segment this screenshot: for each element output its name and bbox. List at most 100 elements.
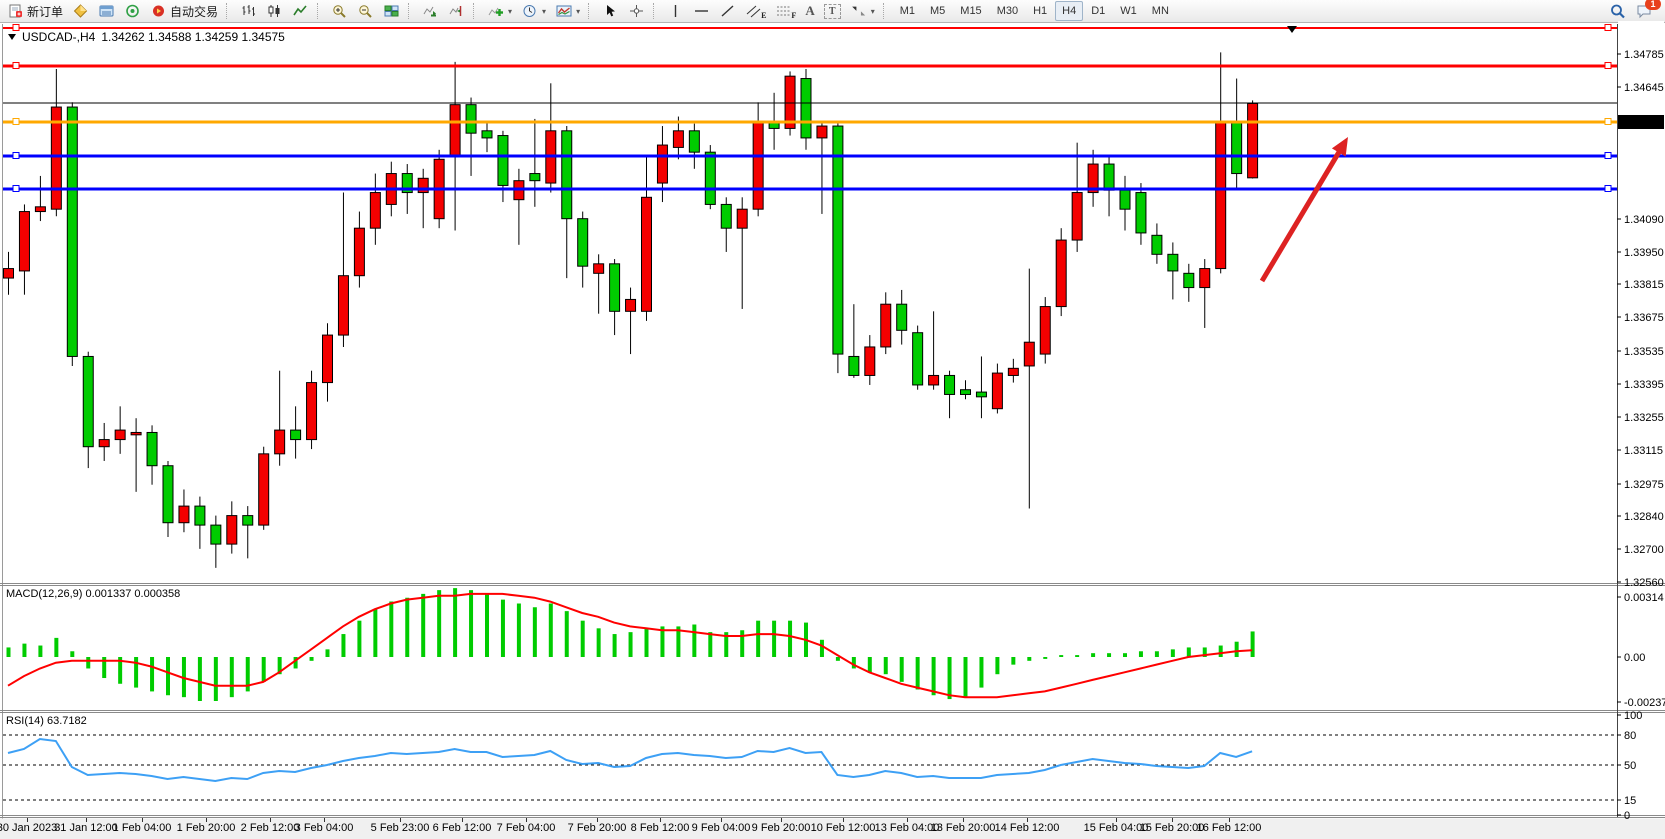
candle-down <box>848 355 860 376</box>
trend-arrow-object[interactable] <box>1259 137 1348 283</box>
auto-scroll-icon <box>422 3 439 19</box>
chart-shift-button[interactable] <box>444 1 469 21</box>
channel-tool-button[interactable]: E <box>741 1 770 21</box>
price-badge <box>1618 149 1664 163</box>
zoom-in-button[interactable] <box>327 1 352 21</box>
tile-windows-button[interactable] <box>379 1 404 21</box>
line-handle[interactable] <box>1604 118 1612 125</box>
line-handle[interactable] <box>1604 62 1612 69</box>
line-handle[interactable] <box>12 118 20 125</box>
candle-down <box>1151 234 1163 255</box>
candle-down <box>194 505 206 526</box>
price-badge <box>1618 21 1664 35</box>
periods-button[interactable] <box>517 1 550 21</box>
timeframe-m5-button[interactable]: M5 <box>923 1 952 21</box>
toolbar: 新订单 自动交易 <box>0 0 1665 23</box>
candlestick-chart-button[interactable] <box>262 1 287 21</box>
autotrading-button[interactable]: 自动交易 <box>146 1 222 21</box>
line-handle[interactable] <box>12 24 20 31</box>
line-handle[interactable] <box>12 152 20 159</box>
line-handle[interactable] <box>1604 152 1612 159</box>
hline-1.34354[interactable] <box>3 149 1664 163</box>
candle-up <box>1247 102 1259 179</box>
timeframe-m15-button[interactable]: M15 <box>953 1 988 21</box>
indicators-button[interactable] <box>483 1 516 21</box>
candlestick-chart-icon <box>266 3 283 19</box>
hline-1.34732[interactable] <box>3 59 1664 73</box>
line-handle[interactable] <box>1604 24 1612 31</box>
time-tick-label: 2 Feb 12:00 <box>241 822 300 834</box>
new-order-label: 新订单 <box>27 4 64 19</box>
rsi-scale-label: 15 <box>1624 795 1636 807</box>
search-button[interactable] <box>1605 1 1630 21</box>
price-badge-label: 1.34732 <box>1621 61 1663 73</box>
candle-up <box>353 227 365 277</box>
line-handle[interactable] <box>1604 185 1612 192</box>
price-tick-label: 1.32560 <box>1624 577 1664 589</box>
candle-up <box>3 268 14 279</box>
data-window-icon <box>98 3 115 19</box>
hline-1.34575[interactable] <box>3 96 1664 110</box>
price-tick-label: 1.33535 <box>1624 346 1664 358</box>
crosshair-button[interactable] <box>624 1 649 21</box>
hline-1.34497[interactable] <box>3 115 1664 129</box>
timeframe-w1-button[interactable]: W1 <box>1113 1 1144 21</box>
signals-button[interactable] <box>120 1 145 21</box>
hline-1.34892[interactable] <box>3 21 1664 35</box>
candle-up <box>1199 268 1211 289</box>
toolbar-separator <box>317 3 322 19</box>
text-tool-button[interactable]: A <box>801 1 818 21</box>
candle-up <box>656 144 668 184</box>
timeframe-d1-button[interactable]: D1 <box>1084 1 1112 21</box>
price-axis[interactable] <box>1617 53 1621 583</box>
timeframe-h4-button[interactable]: H4 <box>1055 1 1084 21</box>
fibonacci-tool-button[interactable]: F <box>771 1 800 21</box>
line-handle[interactable] <box>12 62 20 69</box>
timeframe-mn-button[interactable]: MN <box>1145 1 1176 21</box>
data-window-button[interactable] <box>94 1 119 21</box>
price-tick-label: 1.32975 <box>1624 479 1664 491</box>
price-tick-label: 1.33950 <box>1624 247 1664 259</box>
hline-1.34216[interactable] <box>3 182 1664 196</box>
candle-down <box>800 78 812 139</box>
candle-down <box>704 151 716 205</box>
cursor-button[interactable] <box>598 1 623 21</box>
time-tick-label: 3 Feb 04:00 <box>295 822 354 834</box>
vertical-line-tool-button[interactable] <box>663 1 688 21</box>
horizontal-line-tool-button[interactable] <box>689 1 714 21</box>
channel-icon <box>745 3 762 19</box>
arrows-tool-button[interactable] <box>846 1 879 21</box>
price-badge-label: 1.34497 <box>1621 117 1663 129</box>
macd-scale-label: -0.002376 <box>1624 697 1665 709</box>
new-order-button[interactable]: 新订单 <box>3 1 67 21</box>
zoom-out-icon <box>357 3 374 19</box>
chat-button[interactable]: 1 <box>1631 0 1661 21</box>
timeframe-m30-button[interactable]: M30 <box>990 1 1025 21</box>
autotrading-label: 自动交易 <box>170 4 219 19</box>
candle-up <box>226 515 238 545</box>
timeframe-h1-button[interactable]: H1 <box>1026 1 1054 21</box>
candle-down <box>529 173 541 182</box>
time-tick-label: 6 Feb 12:00 <box>433 822 492 834</box>
candle-up <box>114 429 126 441</box>
timeframe-m1-button[interactable]: M1 <box>893 1 922 21</box>
candle-down <box>290 429 302 441</box>
time-axis[interactable] <box>27 818 1230 822</box>
templates-button[interactable] <box>551 1 584 21</box>
trendline-tool-button[interactable] <box>715 1 740 21</box>
label-tool-button[interactable]: T <box>820 1 845 21</box>
candle-up <box>322 334 333 384</box>
one-click-collapse-icon[interactable] <box>8 34 16 40</box>
line-chart-button[interactable] <box>288 1 313 21</box>
zoom-out-button[interactable] <box>353 1 378 21</box>
candle-up <box>417 177 429 194</box>
toolbar-separator <box>408 3 413 19</box>
price-tick-label: 1.32700 <box>1624 544 1664 556</box>
market-watch-button[interactable] <box>68 1 93 21</box>
auto-scroll-button[interactable] <box>418 1 443 21</box>
line-handle[interactable] <box>12 185 20 192</box>
candle-down <box>975 391 987 398</box>
bar-chart-button[interactable] <box>236 1 261 21</box>
candle-up <box>449 104 461 158</box>
